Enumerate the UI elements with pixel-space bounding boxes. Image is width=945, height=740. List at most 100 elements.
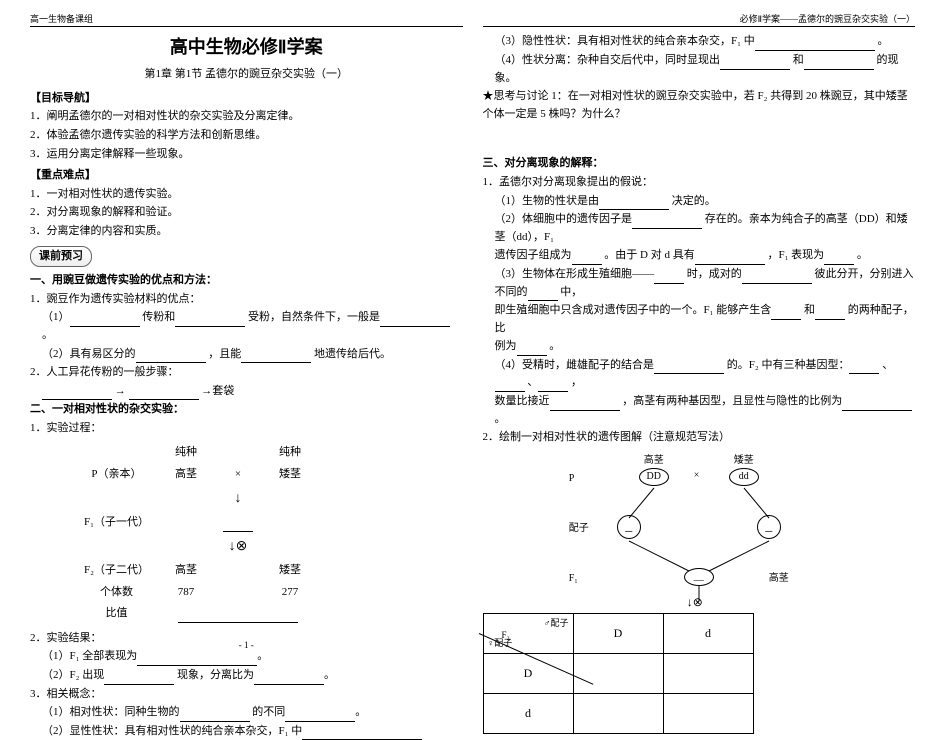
tall-label: 高茎 bbox=[163, 465, 209, 485]
txt: 。 bbox=[42, 329, 53, 341]
blank-icon bbox=[720, 58, 790, 70]
txt: 的不同 bbox=[252, 706, 285, 718]
hyp-3b: 即生殖细胞中只含成对遗传因子中的一个。F₁ 能够产生含 和 的两种配子，比 bbox=[483, 302, 916, 337]
blank-icon bbox=[550, 399, 620, 411]
goal-1: 1．阐明孟德尔的一对相对性状的杂交实验及分离定律。 bbox=[30, 108, 463, 126]
focus-heading: 【重点难点】 bbox=[30, 167, 463, 185]
focus-2: 2．对分离现象的解释和验证。 bbox=[30, 204, 463, 222]
txt: ，高茎有两种基因型，且显性与隐性的比例为 bbox=[622, 395, 842, 407]
txt: （3）隐性性状：具有相对性状的纯合亲本杂交，F₁ 中 bbox=[495, 35, 755, 47]
header-rule bbox=[30, 26, 463, 27]
concept-1: （1）相对性状：同种生物的 的不同。 bbox=[30, 704, 463, 722]
concept-2: （2）显性性状：具有相对性状的纯合亲本杂交，F₁ 中 bbox=[30, 723, 463, 740]
page-container: 高一生物备课组 高中生物必修Ⅱ学案 第1章 第1节 孟德尔的豌豆杂交实验（一） … bbox=[0, 0, 945, 668]
doc-subtitle: 第1章 第1节 孟德尔的豌豆杂交实验（一） bbox=[30, 66, 463, 84]
part1-l1b: （2）具有易区分的 ，且能 地遗传给后代。 bbox=[30, 346, 463, 364]
blank-icon bbox=[632, 217, 702, 229]
part1-l1a: （1） 传粉和 受粉，自然条件下，一般是 。 bbox=[30, 309, 463, 344]
doc-title: 高中生物必修Ⅱ学案 bbox=[30, 33, 463, 62]
txt: （4）受精时，雌雄配子的结合是 bbox=[495, 359, 655, 371]
punnett-corner: ♂配子 F₂ ♀配子 bbox=[483, 613, 573, 653]
f1-genotype: __ bbox=[684, 568, 714, 586]
table-row: 纯种 纯种 bbox=[72, 443, 313, 463]
blank-icon bbox=[695, 253, 765, 265]
hyp-3: （3）生物体在形成生殖细胞—— 时，成对的 彼此分开，分别进入不同的 中， bbox=[483, 266, 916, 301]
arrow-icon: → bbox=[115, 385, 126, 397]
genetic-diagram: P 高茎 矮茎 DD × dd 配子 _ _ F₁ __ 高茎 ↓⊗ bbox=[569, 453, 829, 603]
page-number: - 1 - bbox=[239, 638, 254, 652]
f1-label: F₁（子一代） bbox=[72, 513, 161, 533]
corner-top: ♂配子 bbox=[544, 616, 569, 630]
gamete-circle: _ bbox=[617, 515, 641, 539]
txt: 现象，分离比为 bbox=[177, 669, 254, 681]
txt: 中， bbox=[560, 286, 582, 298]
count-tall: 787 bbox=[163, 583, 209, 603]
punnett-row-D: D bbox=[483, 653, 573, 693]
blank-icon bbox=[654, 362, 724, 374]
concept-3: （3）隐性性状：具有相对性状的纯合亲本杂交，F₁ 中 。 bbox=[483, 33, 916, 51]
txt: （1）F₁ 全部表现为 bbox=[42, 650, 137, 662]
hyp-4b: 数量比接近 ，高茎有两种基因型，且显性与隐性的比例为 。 bbox=[483, 393, 916, 428]
gamete-circle: _ bbox=[757, 515, 781, 539]
goal-3: 3．运用分离定律解释一些现象。 bbox=[30, 146, 463, 164]
txt: 、 bbox=[527, 376, 538, 388]
txt: （2）具有易区分的 bbox=[42, 348, 136, 360]
table-row: P（亲本） 高茎 × 矮茎 bbox=[72, 465, 313, 485]
count-label: 个体数 bbox=[72, 583, 161, 603]
txt: 。 bbox=[495, 413, 506, 425]
blank-icon bbox=[771, 308, 801, 320]
txt: 即生殖细胞中只含成对遗传因子中的一个。F₁ 能够产生含 bbox=[495, 304, 772, 316]
txt: （1） bbox=[42, 311, 70, 323]
txt: （2）显性性状：具有相对性状的纯合亲本杂交，F₁ 中 bbox=[42, 725, 302, 737]
txt: ，F₁ 表现为 bbox=[767, 249, 824, 261]
txt: （2）F₂ 出现 bbox=[42, 669, 104, 681]
blank-icon bbox=[104, 673, 174, 685]
f2-label: F₂（子二代） bbox=[72, 561, 161, 581]
pure-label: 纯种 bbox=[267, 443, 313, 463]
txt: （2）体细胞中的遗传因子是 bbox=[495, 213, 633, 225]
blank-icon bbox=[824, 253, 854, 265]
txt: 传粉和 bbox=[142, 311, 175, 323]
blank-icon bbox=[572, 253, 602, 265]
cross-icon: × bbox=[211, 465, 265, 485]
table-row: F₁（子一代） bbox=[72, 513, 313, 533]
blank-icon bbox=[42, 388, 112, 400]
goals-heading: 【目标导航】 bbox=[30, 90, 463, 108]
txt: （3）生物体在形成生殖细胞—— bbox=[495, 268, 655, 280]
part3-heading: 三、对分离现象的解释： bbox=[483, 155, 916, 173]
blank-icon bbox=[302, 728, 422, 740]
txt: 地遗传给后代。 bbox=[314, 348, 391, 360]
txt: 、 bbox=[882, 359, 893, 371]
punnett-header-D: D bbox=[573, 613, 663, 653]
punnett-cell bbox=[663, 653, 753, 693]
blank-icon bbox=[517, 344, 547, 356]
short-label: 矮茎 bbox=[267, 561, 313, 581]
hyp-1: （1）生物的性状是由 决定的。 bbox=[483, 193, 916, 211]
blank-icon bbox=[654, 272, 684, 284]
concept-4: （4）性状分离：杂种自交后代中，同时显现出 和 的现象。 bbox=[483, 52, 916, 87]
txt: 时，成对的 bbox=[687, 268, 742, 280]
blank-icon bbox=[538, 380, 568, 392]
think-discuss: ★思考与讨论 1：在一对相对性状的豌豆杂交实验中，若 F₂ 共得到 20 株豌豆… bbox=[483, 88, 916, 123]
blank-icon bbox=[254, 673, 324, 685]
hyp-2: （2）体细胞中的遗传因子是 存在的。亲本为纯合子的高茎（DD）和矮茎（dd），F… bbox=[483, 211, 916, 246]
blank-icon bbox=[137, 654, 257, 666]
short-label: 矮茎 bbox=[267, 465, 313, 485]
right-column: 必修Ⅱ学案——孟德尔的豌豆杂交实验（一） （3）隐性性状：具有相对性状的纯合亲本… bbox=[483, 12, 916, 656]
txt: 。 bbox=[877, 35, 888, 47]
tall-label: 高茎 bbox=[163, 561, 209, 581]
spacer bbox=[483, 124, 916, 154]
blank-icon bbox=[241, 351, 311, 363]
blank-icon bbox=[528, 289, 558, 301]
left-column: 高一生物备课组 高中生物必修Ⅱ学案 第1章 第1节 孟德尔的豌豆杂交实验（一） … bbox=[30, 12, 463, 656]
txt: （1）生物的性状是由 bbox=[495, 195, 600, 207]
blank-icon bbox=[495, 380, 525, 392]
txt: 和 bbox=[804, 304, 815, 316]
hyp-3c: 例为 。 bbox=[483, 338, 916, 356]
gamete-label: 配子 bbox=[569, 521, 589, 537]
blank-icon bbox=[178, 611, 298, 623]
self-cross-icon: ↓⊗ bbox=[211, 535, 265, 559]
result-2: （2）F₂ 出现 现象，分离比为。 bbox=[30, 667, 463, 685]
blank-icon bbox=[815, 308, 845, 320]
txt: （4）性状分离：杂种自交后代中，同时显现出 bbox=[495, 54, 721, 66]
